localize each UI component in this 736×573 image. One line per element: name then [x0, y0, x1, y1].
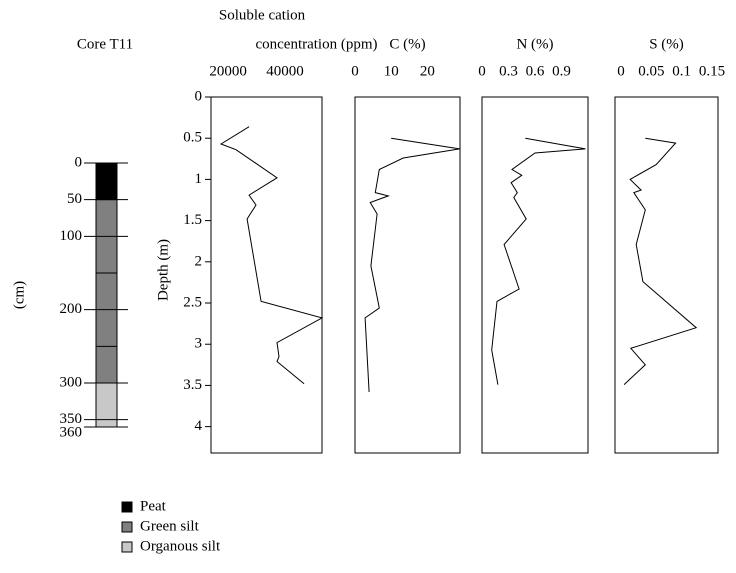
core-title: Core T11: [77, 36, 133, 52]
y-tick-label: 1: [195, 171, 203, 187]
y-tick-label: 4: [195, 418, 203, 434]
profile-line: [219, 126, 324, 385]
x-tick-label: 40000: [266, 63, 304, 79]
y-tick-label: 1.5: [183, 212, 202, 228]
y-tick-label: 2: [195, 253, 203, 269]
y-tick-label: 350: [60, 411, 83, 427]
y-tick-label: 300: [60, 374, 83, 390]
x-tick-label: 0.9: [552, 63, 571, 79]
y-tick-label: 3: [195, 336, 203, 352]
y-tick-label: 200: [60, 301, 83, 317]
y-tick-label: 50: [67, 191, 82, 207]
x-tick-label: 0.05: [638, 63, 664, 79]
legend-swatch: [121, 501, 133, 513]
layer: [95, 199, 118, 384]
y-tick-label: 360: [60, 424, 83, 440]
profile-line: [491, 137, 586, 385]
x-tick-label: 0.6: [526, 63, 545, 79]
x-tick-label: 0.3: [499, 63, 518, 79]
profile-line: [364, 137, 460, 393]
x-tick-label: 0: [617, 63, 625, 79]
x-tick-label: 20: [420, 63, 435, 79]
legend-label: Peat: [140, 498, 167, 514]
legend-label: Green silt: [140, 518, 200, 534]
panel-title: concentration (ppm): [255, 36, 377, 52]
panel-title: C (%): [389, 36, 425, 52]
layer: [95, 382, 118, 428]
panel-frame: [614, 96, 719, 454]
y-tick-label: 100: [60, 228, 83, 244]
panel-title: Soluble cation: [219, 7, 306, 23]
x-tick-label: 10: [384, 63, 399, 79]
x-tick-label: 20000: [209, 63, 247, 79]
y-axis-label: (cm): [11, 281, 27, 309]
legend-label: Organous silt: [140, 538, 221, 554]
x-tick-label: 0.15: [699, 63, 725, 79]
y-tick-label: 3.5: [183, 377, 202, 393]
x-tick-label: 0: [478, 63, 486, 79]
y-tick-label: 0: [75, 154, 83, 170]
y-tick-label: 0: [195, 88, 203, 104]
panel-frame: [481, 96, 589, 454]
legend-swatch: [121, 541, 133, 553]
panel-title: S (%): [649, 36, 684, 52]
panel-frame: [210, 96, 323, 454]
y-axis-label: Depth (m): [155, 239, 171, 301]
x-tick-label: 0: [351, 63, 359, 79]
layer: [95, 162, 118, 201]
x-tick-label: 0.1: [672, 63, 691, 79]
y-tick-label: 2.5: [183, 294, 202, 310]
panel-frame: [354, 96, 461, 454]
y-tick-label: 0.5: [183, 130, 202, 146]
legend-swatch: [121, 521, 133, 533]
profile-line: [623, 137, 698, 385]
panel-title: N (%): [516, 36, 553, 52]
